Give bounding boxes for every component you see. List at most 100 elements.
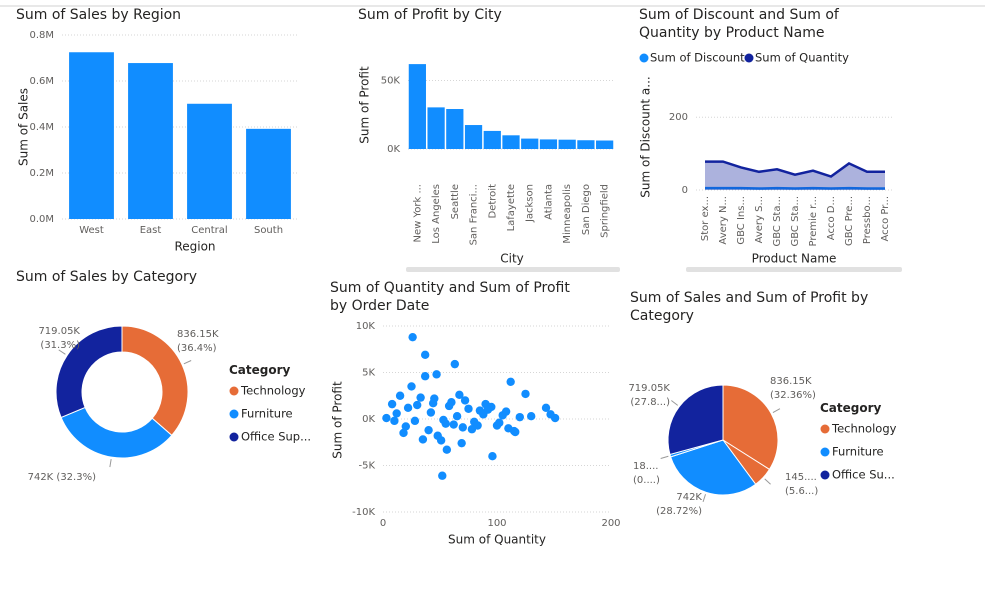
- y-tick-label: -5K: [358, 461, 375, 472]
- point: [546, 410, 555, 419]
- point: [410, 416, 420, 426]
- point: [444, 401, 454, 411]
- bar: [502, 135, 520, 149]
- legend-marker: [820, 470, 830, 480]
- y-axis-label: Sum of Discount a...: [639, 76, 653, 197]
- bar: [69, 52, 114, 219]
- x-tick-label: Stor ex...: [700, 196, 711, 241]
- legend-label: Technology: [240, 384, 306, 398]
- x-tick-label: Minneapolis: [562, 184, 573, 244]
- point: [438, 471, 447, 480]
- bar: [187, 103, 232, 219]
- x-tick-label: Avery S...: [754, 196, 765, 243]
- point: [509, 426, 519, 436]
- legend-label: Office Sup...: [241, 430, 311, 444]
- point: [413, 400, 422, 410]
- chart-title: Sum of Sales and Sum of Profit by Catego…: [630, 290, 869, 324]
- y-tick-label: 200: [669, 112, 688, 123]
- x-axis-label: Region: [174, 240, 215, 254]
- legend-marker: [229, 409, 239, 419]
- bar: [128, 63, 173, 220]
- chart-title: Sum of Sales by Category: [16, 269, 198, 285]
- legend-label: Sum of Discount: [650, 51, 745, 65]
- legend-marker: [229, 432, 239, 442]
- y-tick-label: 10K: [356, 321, 376, 332]
- point: [387, 399, 397, 409]
- point: [452, 412, 462, 421]
- x-tick-label: East: [140, 225, 162, 236]
- bar: [577, 140, 595, 149]
- chart-title: Sum of Sales by Region: [16, 7, 182, 23]
- slice: [670, 439, 757, 496]
- data-label: 742K (32.3%): [27, 472, 96, 483]
- leader-line: [660, 455, 669, 459]
- x-tick-label: Los Angeles: [431, 184, 442, 244]
- y-tick-label: 0.6M: [29, 76, 54, 87]
- leader-line: [183, 360, 192, 365]
- x-tick-label: Springfield: [600, 184, 611, 238]
- y-axis-label: Sum of Profit: [331, 381, 345, 459]
- slice: [55, 325, 123, 419]
- point: [399, 428, 408, 438]
- x-tick-label: Jackson: [525, 184, 536, 223]
- point: [426, 408, 436, 417]
- slice: [121, 325, 189, 437]
- point: [449, 420, 458, 429]
- legend-label: Technology: [831, 422, 897, 436]
- point: [407, 382, 416, 391]
- point: [541, 403, 551, 413]
- data-label: 719.05K (27.8...): [628, 383, 670, 408]
- y-tick-label: 0K: [362, 414, 375, 425]
- x-tick-label: Seattle: [450, 184, 461, 219]
- x-axis-label: City: [500, 252, 524, 266]
- x-axis-label: Sum of Quantity: [448, 533, 546, 547]
- chart-title: Sum of Discount and Sum of Quantity by P…: [639, 7, 839, 41]
- data-label: 145.... (5.6...): [785, 472, 819, 497]
- bar: [558, 139, 576, 149]
- x-tick-label: Pressbo...: [862, 196, 873, 244]
- bar: [464, 125, 483, 149]
- point: [428, 398, 438, 408]
- y-axis-label: Sum of Sales: [17, 88, 31, 166]
- x-tick-label: Central: [191, 225, 227, 236]
- y-tick-label: 50K: [381, 76, 401, 87]
- point: [442, 445, 452, 454]
- bar: [521, 138, 539, 149]
- data-label: 836.15K (32.36%): [770, 376, 816, 401]
- point: [483, 405, 493, 414]
- chart-title: Sum of Quantity and Sum of Profit by Ord…: [330, 280, 570, 314]
- x-tick-label: New York ...: [412, 184, 423, 243]
- x-tick-label: San Franci...: [469, 184, 480, 245]
- x-tick-label: Detroit: [487, 184, 498, 219]
- x-tick-label: Lafayette: [506, 184, 517, 231]
- point: [433, 431, 442, 440]
- point: [495, 418, 504, 427]
- bar: [408, 64, 426, 149]
- line: [705, 160, 885, 178]
- leader-line: [58, 349, 66, 355]
- point: [401, 422, 410, 431]
- legend-marker: [744, 53, 754, 63]
- chart-title: Sum of Profit by City: [358, 7, 502, 23]
- scrollbar[interactable]: [406, 267, 620, 272]
- point: [408, 332, 417, 342]
- bar: [246, 128, 291, 219]
- legend-marker: [229, 386, 239, 396]
- leader-line: [671, 400, 679, 406]
- point: [527, 412, 536, 421]
- scrollbar[interactable]: [686, 267, 902, 272]
- point: [458, 423, 467, 432]
- x-tick-label: Atlanta: [543, 184, 554, 220]
- x-tick-label: GBC Sta...: [772, 196, 783, 247]
- x-tick-label: 100: [487, 518, 506, 529]
- x-axis-label: Product Name: [752, 252, 837, 266]
- point: [403, 403, 413, 413]
- legend-marker: [639, 53, 649, 63]
- point: [457, 438, 466, 448]
- bar: [427, 107, 445, 149]
- legend-marker: [820, 424, 830, 434]
- data-label: 742K (28.72%): [656, 492, 702, 517]
- leader-line: [109, 459, 112, 468]
